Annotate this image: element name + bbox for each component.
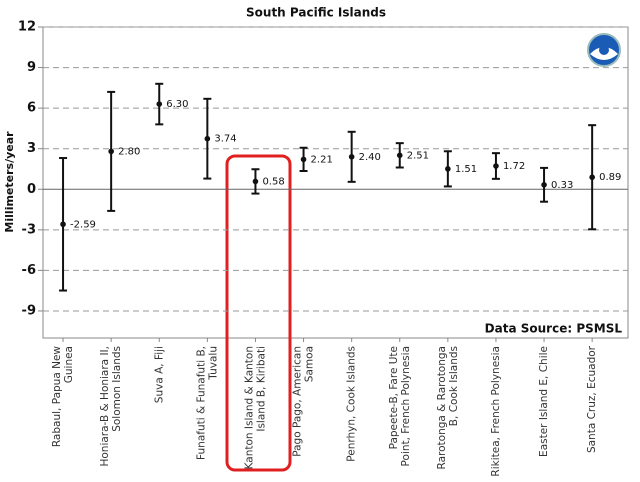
data-label: 0.89 [599, 172, 621, 183]
y-tick-label: -9 [22, 303, 36, 318]
point [396, 152, 403, 159]
x-tick-label: Papeete-B, Fare Ute Point, French Polyne… [387, 346, 412, 467]
y-tick-label: 12 [18, 20, 36, 35]
point [348, 154, 355, 160]
point [300, 156, 307, 163]
x-tick-label: Santa Cruz, Ecuador [586, 346, 599, 454]
data-label: 1.72 [503, 161, 525, 172]
x-tick-label: Honiara-B & Honiara II, Solomon Islands [99, 346, 124, 467]
y-tick-label: -3 [22, 222, 36, 237]
x-tick-label: Kanton Island & Kanton Island B, Kiribat… [243, 346, 268, 470]
data-label: 2.80 [118, 146, 140, 157]
x-tick-label: Rarotonga & Rarotonga B, Cook Islands [435, 346, 460, 470]
point [204, 135, 211, 142]
highlight-box [225, 154, 292, 472]
logo [587, 33, 621, 67]
point [445, 166, 451, 172]
point [493, 163, 499, 169]
point [589, 174, 595, 181]
y-axis-label: Millimeters/year [3, 131, 16, 233]
x-tick-label: Rikitea, French Polynesia [489, 346, 502, 477]
chart-title: South Pacific Islands [246, 6, 386, 20]
x-tick-label: Funafuti & Funafuti B, Tuvalu [195, 346, 220, 460]
data-label: 2.51 [407, 150, 429, 161]
point [60, 221, 66, 228]
data-label: 0.33 [551, 180, 573, 191]
point [541, 181, 547, 188]
y-tick-label: 6 [27, 101, 36, 116]
point [108, 148, 114, 155]
point [252, 178, 259, 185]
data-label: 2.21 [311, 154, 333, 165]
x-tick-label: Easter Island E, Chile [538, 346, 551, 457]
y-tick-label: 3 [27, 141, 36, 156]
data-label: 0.58 [262, 176, 284, 187]
data-label: 1.51 [455, 164, 477, 175]
x-tick-label: Suva A, Fiji [153, 346, 166, 404]
y-tick-label: 0 [27, 182, 36, 197]
plot-frame [42, 26, 629, 339]
annotation: Data Source: PSMSL [485, 322, 623, 336]
data-label: 6.30 [166, 99, 188, 110]
point [156, 101, 163, 107]
data-label: 2.40 [359, 152, 381, 163]
y-tick-label: -6 [22, 263, 36, 278]
data-label: 3.74 [214, 134, 236, 145]
x-tick-label: Penrhyn, Cook Islands [345, 346, 358, 462]
x-tick-label: Rabaul, Papua New Guinea [51, 346, 76, 448]
x-tick-label: Pago Pago, American Samoa [291, 346, 316, 457]
data-label: -2.59 [70, 219, 96, 230]
y-tick-label: 9 [27, 60, 36, 75]
